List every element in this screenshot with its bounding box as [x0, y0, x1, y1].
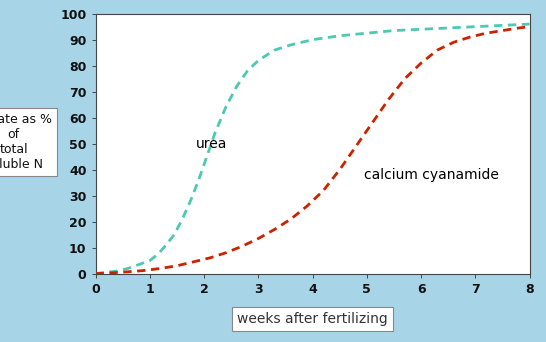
Text: urea: urea	[196, 137, 227, 150]
Text: nitrate as %
of
total
soluble N: nitrate as % of total soluble N	[0, 113, 52, 171]
Text: weeks after fertilizing: weeks after fertilizing	[237, 312, 388, 326]
Text: calcium cyanamide: calcium cyanamide	[364, 168, 499, 182]
